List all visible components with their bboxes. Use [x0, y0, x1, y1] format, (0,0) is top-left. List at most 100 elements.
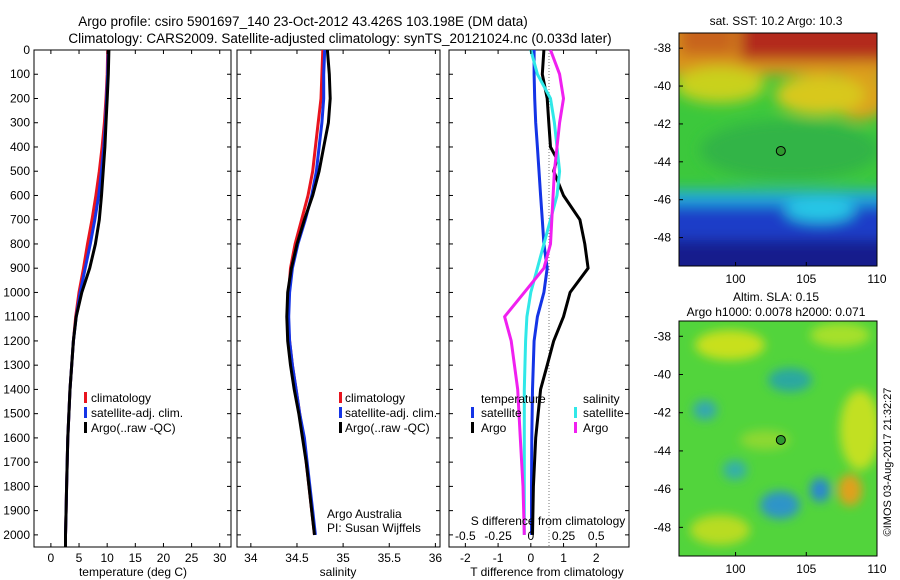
pi-text: PI: Susan Wijffels [327, 521, 421, 535]
series-line-argo---raw--qc- [285, 50, 332, 536]
sst-map-frame [678, 32, 878, 267]
map-y-tick-label: -44 [654, 444, 672, 458]
sla-high-patch [838, 474, 862, 506]
sst-yellow-patch [775, 75, 865, 115]
legend-label-argo: Argo(..raw -QC) [91, 421, 176, 435]
sst-hot-patch [680, 33, 735, 55]
x-tick-label: 34 [244, 551, 258, 565]
sla-map-title-line2: Argo h1000: 0.0078 h2000: 0.071 [687, 305, 866, 319]
sla-map-title-line1: Altim. SLA: 0.15 [733, 290, 819, 304]
x-tick-label: 5 [76, 551, 83, 565]
series-line-satellite-adj--clim- [64, 50, 110, 547]
legend-label-argo: Argo(..raw -QC) [345, 421, 430, 435]
sla-high-patch [740, 430, 790, 450]
sst-field [679, 33, 877, 266]
difference-legend: temperature salinity satellite Argo sate… [471, 392, 624, 435]
map-x-tick-label: 105 [796, 562, 816, 576]
series-line-argo [531, 50, 590, 535]
difference-top-xlabel: S difference from climatology [471, 514, 626, 528]
legend-label-sal-satellite: satellite [583, 406, 624, 420]
x-tick-label: 35 [336, 551, 350, 565]
sst-coldest-band [679, 240, 877, 266]
difference-panel-frame [448, 49, 630, 548]
sla-map [679, 321, 877, 556]
depth-tick-label: 1500 [3, 407, 30, 421]
depth-tick-label: 1800 [3, 479, 30, 493]
salinity-x-axis: 34 34.5 35 35.5 36 [244, 50, 442, 565]
legend-swatch-argo [84, 422, 87, 433]
map-y-tick-label: -40 [654, 79, 672, 93]
x-tick-label: 15 [129, 551, 143, 565]
depth-tick-label: 200 [10, 91, 30, 105]
legend-label-temp-argo: Argo [481, 421, 507, 435]
x-tick-label: 30 [213, 551, 227, 565]
depth-tick-label: 700 [10, 213, 30, 227]
x-tick-label: 0 [527, 551, 534, 565]
depth-tick-label: 1700 [3, 455, 30, 469]
legend-title-salinity: salinity [583, 392, 620, 406]
map-x-tick-label: 110 [867, 272, 886, 286]
legend-label-climatology: climatology [91, 391, 151, 405]
sst-cyan-patch [785, 198, 855, 222]
depth-tick-label: 1900 [3, 504, 30, 518]
x-tick-label: 2 [593, 551, 600, 565]
x-tick-label: -2 [460, 551, 471, 565]
legend-swatch-temp-satellite [471, 407, 474, 418]
credit-text: Argo Australia [327, 507, 402, 521]
legend-swatch-satellite [84, 407, 87, 418]
map-x-tick-label: 105 [796, 272, 816, 286]
legend-title-temperature: temperature [481, 392, 546, 406]
depth-tick-label: 1400 [3, 382, 30, 396]
imos-stamp: ©IMOS 03-Aug-2017 21:32:27 [882, 388, 894, 537]
series-line-climatology [64, 50, 110, 547]
series-line-argo---raw--qc- [64, 50, 111, 547]
x-tick-label: 25 [185, 551, 199, 565]
x-tick-label: 0 [48, 551, 55, 565]
map-y-tick-label: -46 [654, 193, 672, 207]
series-line-argo [503, 50, 565, 535]
sla-field [690, 323, 877, 545]
x-tick-label-top: -0.5 [455, 529, 476, 543]
depth-axis: 0 100 200 300 400 500 600 700 800 900 1000 1100 1200… [3, 43, 629, 542]
depth-tick-label: 500 [10, 164, 30, 178]
depth-tick-label: 800 [10, 237, 30, 251]
sst-map [679, 33, 877, 266]
sla-low-patch [768, 368, 812, 392]
map-y-tick-label: -38 [654, 41, 672, 55]
x-tick-label: 35.5 [378, 551, 402, 565]
sst-map-title: sat. SST: 10.2 Argo: 10.3 [710, 14, 843, 28]
sla-high-patch [690, 515, 750, 545]
temperature-series [64, 50, 111, 547]
x-tick-label-top: 0.5 [588, 529, 605, 543]
salinity-legend: climatology satellite-adj. clim. Argo(..… [339, 391, 437, 435]
depth-tick-label: 900 [10, 261, 30, 275]
salinity-series [285, 50, 332, 536]
legend-swatch-satellite [339, 407, 342, 418]
map-y-tick-label: -42 [654, 117, 672, 131]
x-tick-label: 10 [100, 551, 114, 565]
sla-low-patch [810, 478, 830, 502]
salinity-panel-frame [236, 49, 441, 548]
temperature-x-axis: 0 5 10 15 20 25 30 [48, 50, 227, 565]
map-y-tick-label: -46 [654, 482, 672, 496]
map-y-tick-label: -42 [654, 406, 672, 420]
map-y-tick-label: -48 [654, 520, 672, 534]
depth-tick-label: 600 [10, 188, 30, 202]
temperature-xlabel: temperature (deg C) [79, 565, 187, 579]
x-tick-label: 20 [157, 551, 171, 565]
difference-xlabel: T difference from climatology [470, 565, 624, 579]
depth-tick-label: 1100 [4, 310, 30, 324]
temperature-panel-frame [33, 49, 232, 548]
map-x-tick-label: 100 [726, 272, 746, 286]
x-tick-label-top: 0.25 [552, 529, 576, 543]
depth-tick-label: 1600 [3, 431, 30, 445]
temperature-legend: climatology satellite-adj. clim. Argo(..… [84, 391, 183, 435]
map-y-tick-label: -44 [654, 155, 672, 169]
figure-title-line1: Argo profile: csiro 5901697_140 23-Oct-2… [78, 14, 528, 29]
sst-hot-patch [740, 33, 877, 60]
legend-swatch-argo [339, 422, 342, 433]
sst-green-patch [700, 120, 877, 180]
depth-tick-label: 100 [10, 67, 30, 81]
x-tick-label: 34.5 [285, 551, 309, 565]
